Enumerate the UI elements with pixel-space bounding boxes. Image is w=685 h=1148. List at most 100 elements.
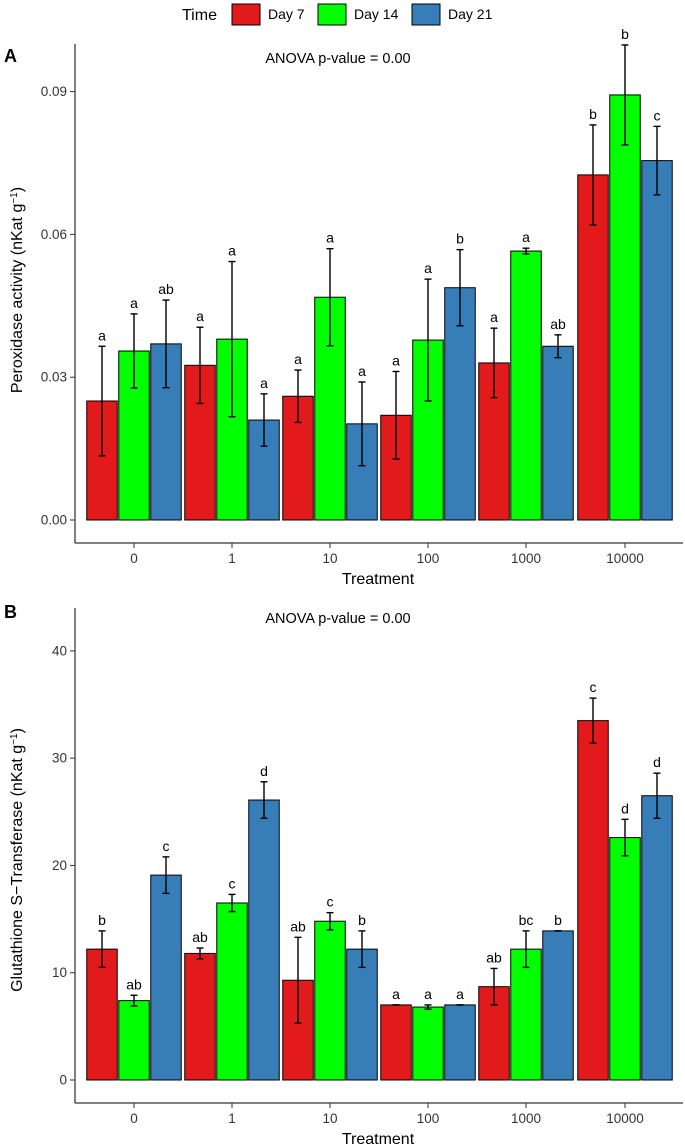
panel-b-bar	[577, 720, 609, 1081]
panel-b-x-tick-label: 10	[322, 1111, 337, 1126]
panel-a-bar	[609, 94, 641, 521]
panel-a-bar	[641, 160, 673, 521]
panel-a-significance-letter: a	[326, 230, 334, 246]
panel-a-bar	[542, 345, 574, 521]
panel-b-bar	[444, 1004, 476, 1081]
panel-a-y-tick-label: 0.03	[41, 370, 67, 385]
panel-a-x-tick-label: 100	[417, 551, 440, 566]
panel-b-x-tick-label: 100	[417, 1111, 440, 1126]
panel-b-bar	[314, 920, 346, 1081]
panel-a-x-tick-label: 10000	[606, 551, 644, 566]
panel-a-x-tick-label: 1000	[511, 551, 541, 566]
panel-a-x-axis-title: Treatment	[342, 571, 415, 588]
panel-b-significance-letter: a	[424, 986, 432, 1002]
panel-a: A ANOVA p-value = 0.00 Peroxidase activi…	[4, 26, 683, 588]
panel-a-significance-letter: a	[130, 295, 138, 311]
panel-a-x-tick-label: 1	[228, 551, 236, 566]
panel-a-significance-letter: a	[392, 352, 400, 368]
panel-b-significance-letter: bc	[519, 912, 534, 928]
panel-a-significance-letter: a	[490, 309, 498, 325]
panel-b-bar	[542, 930, 574, 1081]
panel-b-x-axis-title: Treatment	[342, 1131, 415, 1148]
panel-b-bar	[86, 948, 118, 1081]
legend-key-day21	[411, 3, 441, 26]
panel-a-significance-letter: b	[456, 231, 464, 247]
legend-key-day7	[231, 3, 261, 26]
panel-a-x-tick-label: 0	[130, 551, 138, 566]
panel-b-significance-letter: ab	[192, 929, 208, 945]
panel-b-tag: B	[4, 602, 17, 622]
panel-b-bar	[380, 1004, 412, 1081]
panel-b-significance-letter: ab	[486, 949, 502, 965]
panel-a-significance-letter: a	[98, 327, 106, 343]
panel-b-significance-letter: b	[554, 912, 562, 928]
panel-b-bar	[248, 799, 280, 1081]
panel-b-bar	[641, 795, 673, 1081]
panel-b-bar	[216, 902, 248, 1081]
panel-a-anova-annotation: ANOVA p-value = 0.00	[265, 51, 410, 67]
panel-b-significance-letter: d	[621, 800, 629, 816]
panel-b-significance-letter: c	[163, 838, 170, 854]
panel-b-x-tick-label: 10000	[606, 1111, 644, 1126]
panel-b-significance-letter: a	[392, 986, 400, 1002]
panel-a-significance-letter: a	[522, 229, 530, 245]
panel-b-bar	[609, 837, 641, 1081]
legend-title: Time	[182, 7, 217, 24]
panel-b-significance-letter: ab	[290, 918, 306, 934]
panel-b-significance-letter: b	[358, 912, 366, 928]
panel-a-y-axis-title: Peroxidase activity (nKat g−1)	[9, 187, 27, 393]
panel-b-bar	[184, 952, 216, 1081]
panel-a-significance-letter: ab	[158, 281, 174, 297]
panel-a-significance-letter: ab	[550, 316, 566, 332]
panel-a-y-ticks: 0.00 0.03 0.06 0.09	[41, 84, 75, 528]
panel-a-y-tick-label: 0.00	[41, 513, 67, 528]
panel-a-significance-letter: a	[358, 363, 366, 379]
panel-a-bar	[510, 250, 542, 521]
panel-a-significance-letter: b	[589, 106, 597, 122]
panel-b-bar	[150, 874, 182, 1081]
panel-a-tag: A	[4, 46, 17, 66]
panel-b-x-tick-label: 0	[130, 1111, 138, 1126]
panel-a-significance-letter: c	[654, 107, 661, 123]
panel-b-y-tick-label: 40	[52, 643, 67, 658]
panel-a-y-tick-label: 0.09	[41, 84, 67, 99]
panel-b-x-ticks: 0 1 10 100 1000 10000	[130, 1103, 644, 1126]
panel-b-y-tick-label: 10	[52, 965, 67, 980]
panel-b-y-tick-label: 0	[59, 1073, 67, 1088]
panel-a-x-ticks: 0 1 10 100 1000 10000	[130, 543, 644, 566]
panel-a-significance-letter: a	[228, 243, 236, 259]
panel-a-significance-letter: a	[196, 308, 204, 324]
panel-b-significance-letter: a	[456, 986, 464, 1002]
panel-b-significance-letter: c	[327, 894, 334, 910]
legend: Time Day 7 Day 14 Day 21	[182, 3, 493, 26]
panel-b-significance-letter: c	[229, 875, 236, 891]
legend-label-day14: Day 14	[354, 6, 399, 22]
panel-b-bar	[412, 1006, 444, 1081]
panel-b-bar	[118, 1000, 150, 1081]
panel-a-y-tick-label: 0.06	[41, 227, 67, 242]
panel-b-significance-letter: c	[590, 679, 597, 695]
panel-b-x-tick-label: 1	[228, 1111, 236, 1126]
panel-a-significance-letter: b	[621, 26, 629, 42]
panel-b: B ANOVA p-value = 0.00 Glutathione S−Tra…	[4, 602, 683, 1148]
panel-b-y-ticks: 0 10 20 30 40	[52, 643, 75, 1088]
panel-b-significance-letter: d	[653, 754, 661, 770]
panel-b-significance-letter: b	[98, 912, 106, 928]
panel-a-bar	[577, 174, 609, 521]
legend-label-day7: Day 7	[268, 6, 305, 22]
panel-b-y-tick-label: 20	[52, 858, 67, 873]
legend-key-day14	[317, 3, 347, 26]
panel-b-bar	[346, 948, 378, 1081]
panel-a-x-tick-label: 10	[322, 551, 337, 566]
panel-b-significance-letter: ab	[126, 976, 142, 992]
panel-b-anova-annotation: ANOVA p-value = 0.00	[265, 611, 410, 627]
panel-a-significance-letter: a	[260, 375, 268, 391]
panel-b-x-tick-label: 1000	[511, 1111, 541, 1126]
panel-b-y-tick-label: 30	[52, 751, 67, 766]
legend-label-day21: Day 21	[448, 6, 493, 22]
panel-b-significance-letter: d	[260, 763, 268, 779]
panel-b-y-axis-title: Glutathione S−Transferase (nKat g−1)	[9, 728, 27, 992]
